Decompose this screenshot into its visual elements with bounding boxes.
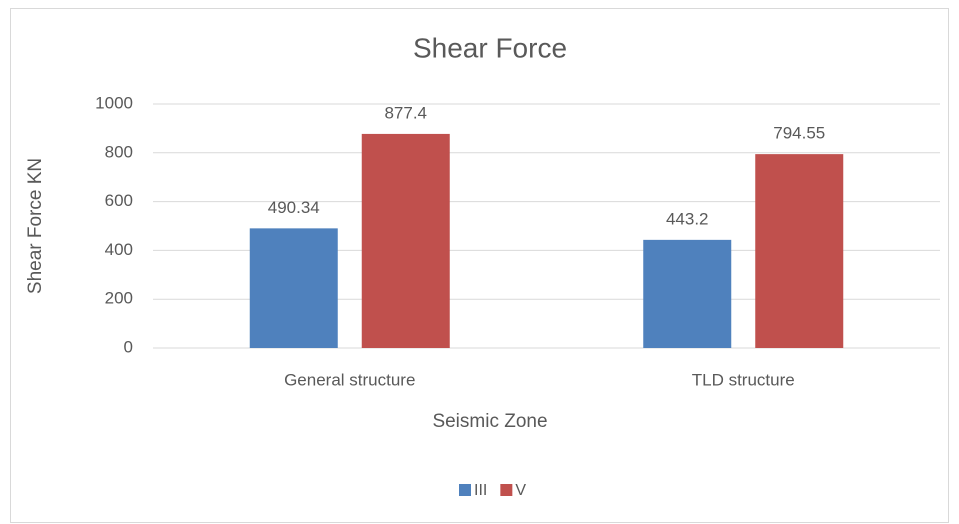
x-tick-label: General structure (284, 370, 415, 389)
y-tick-label: 800 (105, 142, 133, 161)
y-axis-title: Shear Force KN (25, 158, 46, 294)
y-tick-label: 400 (105, 240, 133, 259)
legend-swatch (500, 484, 513, 496)
data-label: 443.2 (666, 209, 709, 228)
bar (755, 154, 844, 348)
y-tick-label: 200 (105, 289, 133, 308)
data-label: 490.34 (268, 198, 320, 217)
y-tick-label: 0 (124, 337, 133, 356)
y-tick-label: 1000 (95, 93, 133, 112)
legend-label: III (474, 482, 487, 499)
x-axis-title: Seismic Zone (432, 411, 547, 432)
chart-title: Shear Force (413, 32, 567, 63)
x-tick-label: TLD structure (692, 370, 795, 389)
bar (643, 239, 732, 348)
data-label: 794.55 (773, 124, 825, 143)
legend-label: V (515, 482, 526, 499)
bar (361, 133, 450, 348)
y-tick-label: 600 (105, 191, 133, 210)
bar (249, 228, 338, 348)
legend-swatch (459, 484, 471, 496)
data-label: 877.4 (384, 103, 427, 122)
